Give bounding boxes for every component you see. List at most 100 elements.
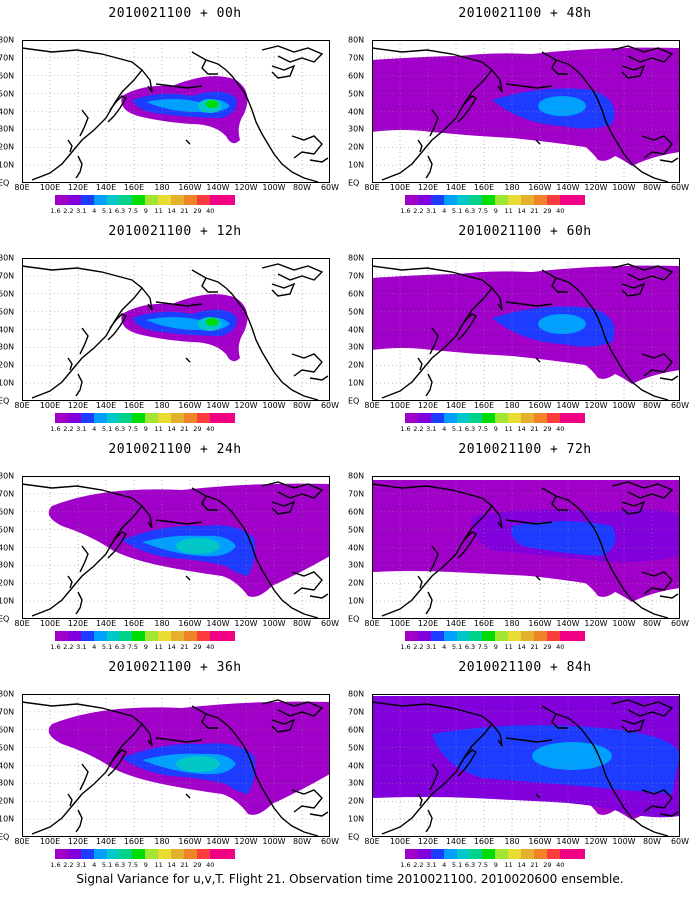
colorbar-tick-label: 4 — [92, 643, 97, 651]
lon-tick-label: 180 — [154, 401, 170, 410]
lon-tick-label: 80E — [14, 619, 30, 628]
colorbar-swatch — [469, 195, 483, 205]
colorbar-swatch — [67, 631, 81, 641]
lat-tick-label: 50N — [0, 307, 15, 317]
colorbar-swatch — [106, 849, 120, 859]
variance-contour — [511, 521, 616, 556]
colorbar-swatch — [93, 195, 107, 205]
lon-tick-label: 80W — [642, 183, 662, 192]
colorbar-swatch — [171, 413, 184, 423]
coastline — [641, 571, 673, 595]
variance-map — [372, 694, 680, 837]
coastline — [205, 713, 319, 837]
colorbar-tick-label: 11 — [504, 861, 513, 869]
colorbar-swatch — [158, 849, 172, 859]
colorbar-swatch — [443, 413, 457, 423]
colorbar-swatch — [482, 849, 496, 859]
colorbar-swatch — [196, 631, 210, 641]
coastline — [185, 575, 191, 581]
lat-tick-label: 20N — [348, 578, 365, 588]
lat-tick-label: 80N — [0, 689, 15, 699]
colorbar-tick-label: 9 — [493, 207, 498, 215]
colorbar-swatch — [417, 413, 431, 423]
colorbar-tick-label: 40 — [556, 207, 565, 215]
coastline — [75, 373, 83, 397]
coastline — [417, 357, 423, 371]
colorbar-swatch — [119, 195, 133, 205]
lon-tick-label: 100W — [612, 619, 636, 628]
coastline — [555, 59, 669, 183]
map-panel: 2010021100 + 84h 80N 70N 60N 50N 40N 30N 20N 10N… — [348, 654, 700, 879]
colorbar-swatch — [67, 849, 81, 859]
coastline — [429, 545, 439, 573]
lat-tick-label: EQ — [0, 832, 10, 842]
colorbar-labels: 1.6 2.2 3.1 4 5.1 6.3 7.5 9 11 14 21 29 40 — [400, 207, 665, 217]
colorbar — [55, 413, 235, 423]
lat-tick-label: 80N — [348, 689, 365, 699]
colorbar-swatch — [119, 631, 133, 641]
coastline — [261, 699, 324, 717]
coastline — [621, 64, 646, 79]
colorbar-swatch — [417, 631, 431, 641]
colorbar — [55, 849, 235, 859]
colorbar-swatch — [171, 631, 184, 641]
colorbar-tick-label: 2.2 — [63, 207, 74, 215]
colorbar-labels: 1.6 2.2 3.1 4 5.1 6.3 7.5 9 11 14 21 29 40 — [400, 861, 665, 871]
colorbar-swatch — [533, 849, 547, 859]
lon-tick-label: 140E — [445, 619, 467, 628]
colorbar-swatch — [469, 413, 483, 423]
colorbar-tick-label: 6.3 — [464, 861, 476, 869]
lon-tick-label: 100E — [389, 401, 411, 410]
coastline — [621, 282, 646, 297]
coastline — [491, 723, 503, 747]
lon-tick-label: 140W — [206, 401, 230, 410]
lon-tick-label: 60W — [670, 401, 690, 410]
lon-tick-label: 120W — [234, 619, 258, 628]
variance-contour — [206, 318, 218, 326]
lon-tick-label: 180 — [154, 619, 170, 628]
colorbar-tick-label: 29 — [193, 207, 202, 215]
coastline — [141, 69, 153, 93]
colorbar-swatch — [67, 413, 81, 423]
lat-tick-label: 50N — [348, 307, 365, 317]
colorbar-swatch — [55, 849, 68, 859]
colorbar-swatch — [67, 195, 81, 205]
colorbar-labels: 1.6 2.2 3.1 4 5.1 6.3 7.5 9 11 14 21 29 40 — [50, 643, 315, 653]
colorbar-swatch — [417, 195, 431, 205]
colorbar-swatch — [456, 413, 470, 423]
colorbar-swatch — [222, 631, 235, 641]
map-panel: 2010021100 + 60h 80N 70N 60N 50N 40N 30N 20N 10N… — [348, 218, 700, 443]
lon-tick-label: 120W — [234, 183, 258, 192]
lon-tick-label: 180 — [504, 183, 520, 192]
coastline — [79, 545, 89, 573]
colorbar-tick-label: 40 — [206, 425, 215, 433]
lat-tick-label: 70N — [0, 707, 15, 717]
lat-tick-label: 30N — [348, 342, 365, 352]
colorbar-swatch — [508, 413, 522, 423]
variance-map — [372, 40, 680, 183]
coastline — [621, 718, 646, 733]
colorbar-tick-label: 29 — [193, 425, 202, 433]
lon-tick-label: 160E — [473, 183, 495, 192]
lat-tick-label: 20N — [348, 796, 365, 806]
colorbar-swatch — [430, 413, 444, 423]
colorbar-tick-label: 7.5 — [477, 861, 489, 869]
colorbar-tick-label: 11 — [504, 425, 513, 433]
colorbar-swatch — [456, 849, 470, 859]
lat-tick-label: 10N — [348, 378, 365, 388]
coastline — [621, 500, 646, 515]
colorbar-swatch — [430, 631, 444, 641]
map-panel: 2010021100 + 72h 80N 70N 60N 50N 40N 30N 20N 10N… — [348, 436, 700, 661]
colorbar-swatch — [106, 413, 120, 423]
coastline — [491, 505, 503, 529]
coastline — [309, 157, 329, 163]
colorbar-swatch — [559, 631, 573, 641]
coastline — [505, 737, 553, 743]
colorbar-swatch — [196, 849, 210, 859]
lat-tick-label: EQ — [0, 178, 10, 188]
colorbar-tick-label: 3.1 — [426, 643, 437, 651]
colorbar-tick-label: 21 — [530, 861, 539, 869]
colorbar-tick-label: 9 — [493, 425, 498, 433]
coastline — [67, 793, 73, 807]
coastline — [372, 701, 493, 835]
